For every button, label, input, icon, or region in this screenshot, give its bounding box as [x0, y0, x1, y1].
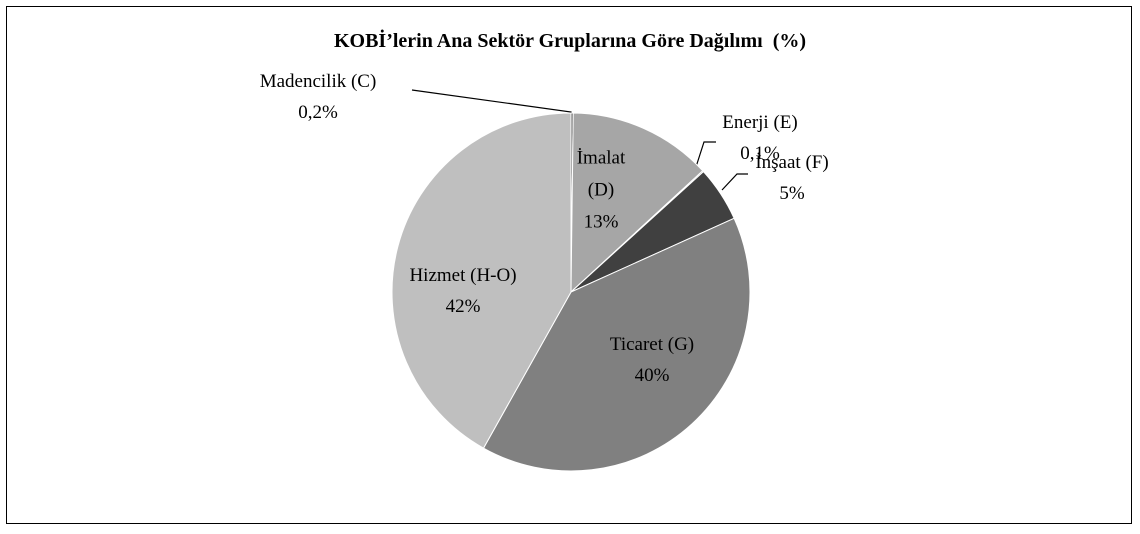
chart-title: KOBİ’lerin Ana Sektör Gruplarına Göre Da…	[333, 30, 807, 52]
leader-line	[411, 89, 572, 116]
chart-frame	[6, 6, 1132, 524]
slice-value: 40%	[634, 365, 670, 386]
slice-label: İnşaat (F) 5%	[755, 147, 828, 209]
slice-name: Enerji (E)	[722, 112, 798, 133]
slice-value: 0,1%	[740, 143, 780, 164]
slice-label: Ticaret (G) 40%	[610, 329, 694, 391]
pie-slice	[391, 112, 572, 449]
slice-name: İmalat (D)	[576, 147, 626, 201]
slice-name: İnşaat (F)	[755, 152, 829, 173]
pie-slice	[570, 112, 704, 294]
slice-label: Enerji (E) 0,1%	[722, 107, 797, 169]
slice-value: 5%	[779, 183, 805, 204]
slice-value: 13%	[583, 211, 619, 233]
slice-value: 42%	[445, 296, 481, 317]
slice-label: İmalat (D) 13%	[566, 143, 636, 238]
slice-label: Madencilik (C) 0,2%	[260, 66, 377, 128]
slice-label: Hizmet (H-O) 42%	[409, 260, 516, 322]
slice-name: Madencilik (C)	[259, 71, 377, 92]
leader-line	[721, 173, 748, 191]
slice-name: Hizmet (H-O)	[409, 265, 517, 286]
slice-name: Ticaret (G)	[609, 334, 695, 355]
slice-value: 0,2%	[298, 102, 338, 123]
leader-line	[694, 141, 716, 171]
pie-slice	[482, 217, 751, 472]
